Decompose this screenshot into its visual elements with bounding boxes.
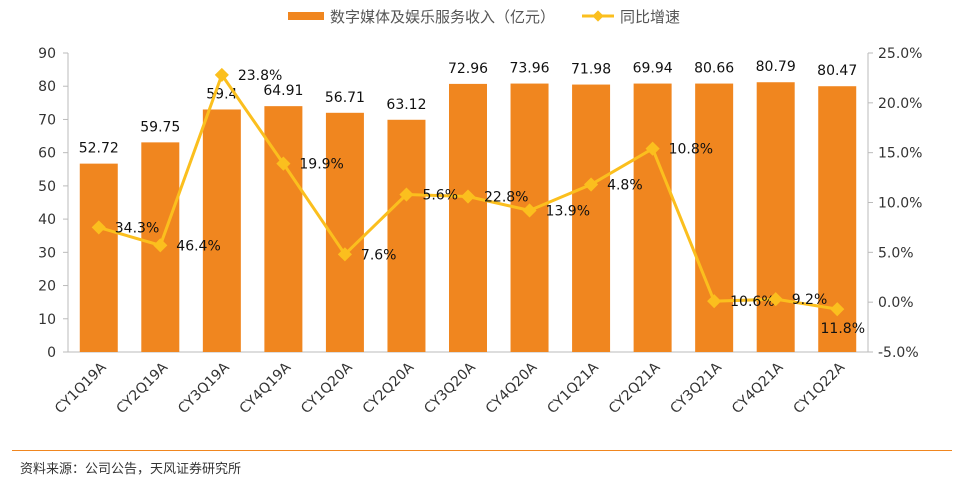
left-tick-label: 50: [38, 179, 56, 195]
chart: 0 10 20 30 40 50 60 70 80 90 -5.0% 0.0% 5.0% 10.0% 15.…: [38, 8, 922, 417]
left-tick-label: 90: [38, 46, 56, 62]
legend-bar-swatch: [288, 12, 324, 20]
left-tick-label: 30: [38, 245, 56, 261]
legend-line-marker: [592, 10, 604, 22]
growth-point: [399, 187, 414, 202]
x-tick-label: CY2Q20A: [360, 359, 418, 417]
bar: [325, 112, 364, 352]
bar-data-label: 59.75: [140, 119, 180, 135]
growth-point: [584, 177, 599, 192]
left-tick-label: 0: [47, 345, 56, 361]
bar-data-label: 73.96: [509, 61, 549, 77]
x-tick-label: CY1Q21A: [544, 359, 602, 417]
right-tick-label: 5.0%: [878, 245, 914, 261]
right-tick-label: 25.0%: [878, 46, 922, 62]
growth-point: [645, 141, 660, 156]
right-tick-label: 15.0%: [878, 146, 922, 162]
x-tick-label: CY3Q20A: [421, 359, 479, 417]
bar-data-label: 71.98: [571, 62, 611, 78]
bar-data-label: 80.47: [817, 63, 857, 79]
legend-bar-label: 数字媒体及娱乐服务收入（亿元）: [330, 8, 555, 26]
line-data-label: 5.6%: [422, 188, 458, 204]
line-data-label: 22.8%: [484, 190, 528, 206]
growth-point: [460, 189, 476, 204]
x-tick-label: CY4Q19A: [237, 359, 295, 417]
right-tick-label: 10.0%: [878, 196, 922, 212]
x-tick-label: CY1Q19A: [52, 359, 110, 417]
line-data-label: 23.8%: [238, 68, 282, 84]
bar-data-label: 52.72: [79, 141, 119, 157]
bar-data-label: 64.91: [263, 83, 303, 99]
line-data-label: 10.6%: [730, 294, 774, 310]
left-tick-label: 60: [38, 146, 56, 162]
left-tick-label: 80: [38, 79, 56, 95]
bar: [572, 84, 611, 353]
bar: [79, 163, 118, 352]
left-tick-label: 70: [38, 112, 56, 128]
x-tick-label: CY3Q19A: [175, 359, 233, 417]
line-data-label: 10.8%: [669, 142, 713, 158]
growth-point: [522, 203, 537, 218]
x-tick-label: CY2Q21A: [606, 359, 664, 417]
growth-point: [276, 156, 291, 171]
line-data-label: 34.3%: [115, 220, 159, 236]
right-tick-label: 0.0%: [878, 295, 914, 311]
line-data-label: 9.2%: [792, 292, 828, 308]
growth-point: [707, 294, 722, 309]
bar-data-label: 80.79: [756, 59, 796, 75]
growth-point: [768, 292, 783, 307]
right-tick-label: -5.0%: [878, 345, 919, 361]
growth-point: [153, 238, 168, 253]
growth-point: [337, 247, 352, 262]
right-tick-label: 20.0%: [878, 96, 922, 112]
x-tick-label: CY2Q19A: [114, 359, 172, 417]
bar: [449, 83, 487, 352]
left-tick-label: 20: [38, 279, 56, 295]
bar: [510, 83, 549, 352]
line-data-label: 46.4%: [176, 238, 220, 254]
bar: [756, 82, 795, 352]
source-divider: [12, 450, 952, 451]
x-tick-label: CY1Q22A: [790, 359, 848, 417]
legend-line-label: 同比增速: [620, 8, 680, 26]
x-tick-label: CY4Q21A: [729, 359, 787, 417]
x-tick-label: CY1Q20A: [298, 359, 356, 417]
bar: [633, 83, 672, 352]
growth-point: [830, 302, 845, 317]
bar: [202, 109, 241, 352]
x-tick-label: CY4Q20A: [483, 359, 541, 417]
bar-data-label: 63.12: [386, 97, 426, 113]
bar: [695, 83, 734, 352]
left-tick-label: 10: [38, 312, 56, 328]
bar-data-label: 69.94: [633, 61, 673, 77]
bar-data-label: 72.96: [448, 61, 488, 77]
bar-data-label: 56.71: [325, 90, 365, 106]
x-tick-label: CY3Q21A: [667, 359, 725, 417]
line-data-label: 19.9%: [299, 157, 343, 173]
line-data-label: 13.9%: [546, 203, 590, 219]
bar: [387, 119, 426, 352]
line-data-label: 4.8%: [607, 178, 643, 194]
line-data-label: 11.8%: [821, 321, 865, 337]
line-data-label: 7.6%: [361, 247, 397, 263]
source-note: 资料来源：公司公告，天风证券研究所: [20, 462, 242, 477]
left-tick-label: 40: [38, 212, 56, 228]
bar-data-label: 80.66: [694, 61, 734, 77]
